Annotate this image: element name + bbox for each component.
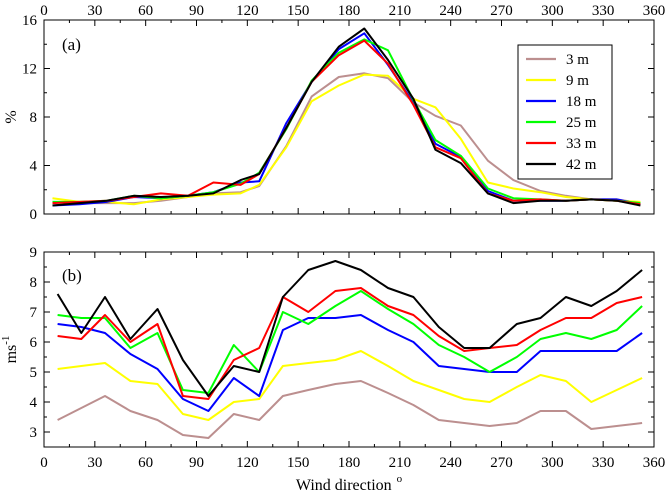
x-tick-label: 120 — [236, 455, 259, 471]
panel-a-series — [52, 27, 641, 207]
x-tick-label: 60 — [138, 455, 153, 471]
panel-a-y-axis-label: % — [3, 110, 20, 123]
legend-label: 25 m — [566, 115, 597, 131]
x-tick-label: 150 — [287, 455, 310, 471]
x-tick-label: 0 — [40, 3, 48, 19]
degree-symbol: o — [397, 473, 403, 485]
y-unit: ms — [3, 345, 20, 364]
x-tick-label: 180 — [338, 455, 361, 471]
y-tick-label: 12 — [22, 62, 37, 78]
x-axis-label: Wind direction o — [296, 473, 403, 494]
legend-label: 42 m — [566, 157, 597, 173]
y-tick-label: 4 — [30, 159, 38, 175]
y-tick-label: 0 — [30, 207, 38, 223]
series-line-3m — [57, 380, 643, 439]
panel-b-y-axis-label: ms-1 — [0, 336, 20, 364]
x-axis-label-text: Wind direction — [296, 477, 392, 494]
panel-b-ticks: 0 30 60 90 120 150 180 210 240 270 300 330 360 3 4 5 6 7 8… — [30, 245, 666, 471]
x-tick-label: 270 — [490, 455, 513, 471]
x-tick-label: 270 — [490, 3, 513, 19]
series-line-33m — [57, 287, 643, 400]
x-tick-label: 210 — [389, 3, 412, 19]
legend-label: 9 m — [566, 73, 589, 89]
x-tick-label: 240 — [439, 3, 462, 19]
series-line-18m — [57, 314, 643, 412]
y-tick-label: 3 — [30, 425, 38, 441]
x-tick-label: 330 — [592, 455, 615, 471]
legend-label: 33 m — [566, 136, 597, 152]
x-tick-label: 210 — [389, 455, 412, 471]
series-line-42m — [52, 27, 641, 207]
x-tick-label: 30 — [87, 455, 102, 471]
legend-label: 3 m — [566, 52, 589, 68]
y-tick-label: 16 — [22, 13, 38, 29]
series-line-9m — [57, 350, 643, 421]
x-tick-label: 240 — [439, 455, 462, 471]
y-tick-label: 7 — [30, 305, 38, 321]
y-tick-label: 8 — [30, 110, 38, 126]
panel-b-label: (b) — [62, 266, 82, 285]
x-tick-label: 360 — [643, 3, 666, 19]
panel-b-frame — [43, 251, 655, 448]
y-tick-label: 6 — [30, 335, 38, 351]
x-tick-label: 90 — [189, 3, 204, 19]
series-line-25m — [57, 290, 643, 394]
x-tick-label: 0 — [40, 455, 48, 471]
series-line-9m — [52, 73, 641, 206]
legend-box — [517, 44, 613, 180]
x-tick-label: 90 — [189, 455, 204, 471]
x-tick-label: 300 — [541, 3, 564, 19]
y-tick-label: 8 — [30, 275, 38, 291]
series-line-33m — [52, 39, 641, 206]
x-tick-label: 330 — [592, 3, 615, 19]
x-tick-label: 30 — [87, 3, 102, 19]
y-tick-label: 4 — [30, 395, 38, 411]
panel-a-ticks: 0 30 60 90 120 150 180 210 240 270 300 330 360 0 4 8 12 1… — [22, 3, 665, 223]
x-tick-label: 360 — [643, 455, 666, 471]
series-line-42m — [56, 260, 643, 397]
x-tick-label: 60 — [138, 3, 153, 19]
x-tick-label: 150 — [287, 3, 310, 19]
x-tick-label: 300 — [541, 455, 564, 471]
y-unit-superscript: -1 — [0, 336, 12, 345]
panel-a: 0 30 60 90 120 150 180 210 240 270 300 330 360 0 4 8 12 1… — [3, 3, 665, 223]
y-tick-label: 5 — [30, 365, 38, 381]
panel-b-series — [56, 260, 643, 439]
x-tick-label: 120 — [236, 3, 259, 19]
x-tick-label: 180 — [338, 3, 361, 19]
legend: 3 m 9 m 18 m 25 m 33 m 42 m — [517, 44, 613, 180]
y-tick-label: 9 — [30, 245, 38, 261]
panel-a-label: (a) — [62, 35, 81, 54]
legend-label: 18 m — [566, 94, 597, 110]
panel-b: 0 30 60 90 120 150 180 210 240 270 300 330 360 3 4 5 6 7 8… — [0, 245, 665, 494]
